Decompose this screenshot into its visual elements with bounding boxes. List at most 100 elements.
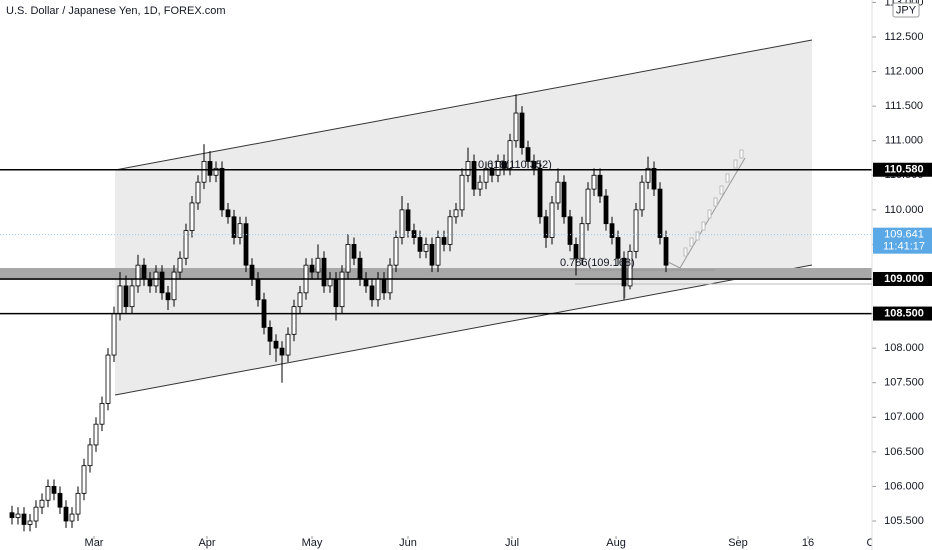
candle-body (657, 188, 663, 238)
candle-body (411, 230, 417, 238)
candle-body (243, 223, 249, 266)
x-tick-label: Jun (399, 537, 417, 549)
candle-body (291, 306, 297, 335)
candle-body (441, 237, 447, 245)
candle-body (471, 161, 477, 190)
projection: 0.786(109.168) 0.618(110.352) (478, 149, 746, 269)
y-tick-label: 106.500 (884, 446, 924, 458)
candle-body (465, 161, 471, 176)
candle-body (567, 216, 573, 245)
candle-body (501, 161, 507, 169)
candle-body (147, 278, 153, 287)
y-tick-label: 111.000 (885, 135, 923, 147)
candle-body (459, 174, 465, 211)
candle-body (597, 174, 603, 197)
candle-body (225, 209, 231, 218)
candle-body (579, 223, 585, 259)
last-price-badge (873, 227, 932, 254)
fib-label: 0.618(110.352) (478, 159, 552, 171)
candle-body (39, 499, 45, 508)
candle-body (45, 486, 51, 501)
zone (0, 268, 872, 280)
y-tick-label: 112.000 (885, 65, 924, 77)
candle-body (381, 278, 387, 294)
candle-body (609, 223, 615, 238)
candle-body (279, 347, 285, 356)
candle-body (189, 202, 195, 231)
candle-body (201, 161, 207, 183)
candle-body (477, 181, 483, 190)
candle-body (561, 181, 567, 218)
candle-body (645, 167, 651, 183)
x-tick-label: May (302, 537, 323, 549)
drawings (0, 39, 872, 396)
level-label: 108.500 (884, 307, 924, 319)
levels (0, 168, 872, 315)
candle-body (525, 147, 531, 162)
projection-candles (683, 149, 744, 257)
chart-title: U.S. Dollar / Japanese Yen, 1D, FOREX.co… (6, 5, 226, 17)
candle-body (81, 465, 87, 494)
channel-bottom (114, 264, 813, 396)
candle-body (615, 237, 621, 259)
channel-fill (115, 40, 812, 395)
y-tick-label: 108.000 (884, 342, 924, 354)
candle-body (453, 209, 459, 218)
fib-label: 0.786(109.168) (560, 257, 635, 269)
x-tick-label: 16 (802, 537, 814, 549)
candle-body (399, 209, 405, 238)
y-tick-label: 107.000 (884, 411, 924, 423)
candle-body (351, 244, 357, 259)
candle-body (663, 237, 669, 266)
candle-body (309, 264, 315, 273)
candle-body (651, 167, 657, 190)
candle-body (255, 278, 261, 301)
projection-path (667, 157, 746, 269)
y-tick-label: 107.500 (884, 377, 924, 389)
candle-body (405, 209, 411, 231)
candle-body (549, 202, 555, 238)
candle-body (297, 292, 303, 308)
candle-body (513, 112, 519, 142)
candle-body (633, 209, 639, 252)
candle-body (177, 257, 183, 273)
candle-body (285, 333, 291, 356)
candle-body (207, 161, 213, 176)
candle-body (15, 513, 21, 518)
candle-body (183, 230, 189, 259)
candle-body (27, 520, 33, 525)
x-tick-label: Mar (85, 537, 104, 549)
candle-body (333, 278, 339, 308)
candle-body (369, 285, 375, 301)
candle-body (621, 257, 627, 287)
candle-body (573, 244, 579, 259)
candle-body (429, 244, 435, 266)
level-badge (873, 162, 932, 177)
time-axis (0, 536, 872, 550)
candle-body (519, 112, 525, 149)
channel-top (114, 39, 813, 171)
countdown: 11:41:17 (883, 241, 925, 253)
candle-body (21, 513, 27, 525)
candle-body (339, 271, 345, 308)
candle-body (627, 250, 633, 287)
candle-body (33, 506, 39, 522)
candle-body (435, 237, 441, 266)
candle-body (327, 278, 333, 287)
candle-body (267, 326, 273, 342)
candle-body (363, 278, 369, 287)
last-price-label: 109.641 (884, 229, 924, 241)
candle-body (345, 244, 351, 273)
candle-body (69, 513, 75, 522)
candles (9, 94, 669, 532)
candle-body (237, 223, 243, 238)
candle-body (543, 216, 549, 238)
candle-body (159, 271, 165, 294)
candle-body (63, 506, 69, 522)
candle-body (105, 354, 111, 404)
level-badge (873, 271, 932, 286)
level-label: 109.000 (884, 273, 924, 285)
candle-body (129, 285, 135, 308)
y-tick-label: 110.000 (885, 204, 924, 216)
x-tick-label: Apr (198, 537, 215, 549)
